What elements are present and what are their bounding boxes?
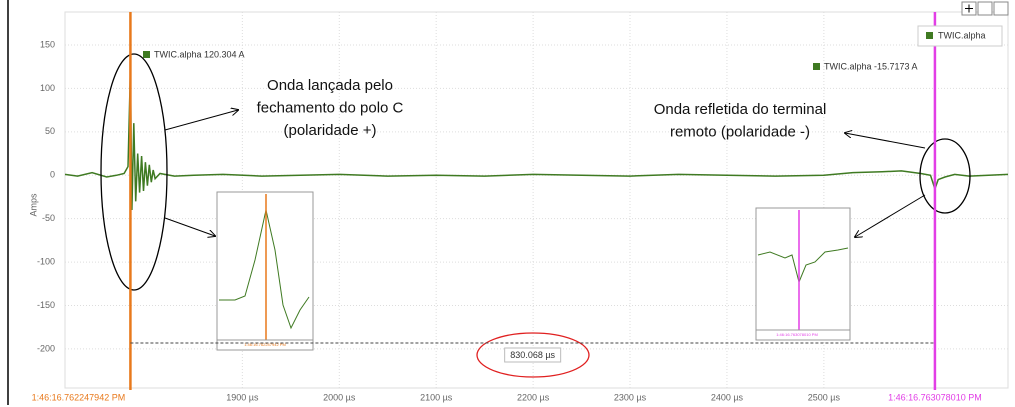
readout-swatch bbox=[143, 51, 150, 58]
x-tick-label: 2400 µs bbox=[711, 392, 744, 402]
inset-right bbox=[755, 207, 851, 341]
arrow bbox=[164, 217, 215, 236]
x-tick-label: 2100 µs bbox=[420, 392, 453, 402]
x-tick-label: 2300 µs bbox=[614, 392, 647, 402]
annotation: (polaridade +) bbox=[284, 122, 377, 139]
marks bbox=[64, 70, 1009, 211]
y-tick-label: -100 bbox=[37, 256, 55, 266]
legend-box bbox=[917, 25, 1003, 47]
delta-box bbox=[504, 347, 562, 363]
cursor-readout: TWIC.alpha -15.7173 A bbox=[824, 61, 918, 71]
arrow bbox=[855, 194, 926, 237]
annotation: fechamento do polo C bbox=[257, 99, 404, 116]
y-tick-label: -150 bbox=[37, 300, 55, 310]
cursor-readout: TWIC.alpha 120.304 A bbox=[154, 49, 245, 59]
x-tick-label: 2500 µs bbox=[808, 392, 841, 402]
highlight-ellipse bbox=[100, 53, 168, 291]
overlay: TWIC.alpha 120.304 A TWIC.alpha -15.7173 … bbox=[129, 12, 1003, 390]
y-axis-label: Amps bbox=[28, 193, 38, 217]
inset-curve bbox=[757, 247, 849, 284]
highlight-ellipse bbox=[919, 138, 971, 214]
x-tick-label: 1900 µs bbox=[226, 392, 259, 402]
y-tick-label: -200 bbox=[37, 343, 55, 353]
cursor-label: 1:46:16.762247942 PM bbox=[32, 392, 126, 402]
arrow bbox=[845, 133, 926, 149]
inset-frame bbox=[755, 207, 851, 341]
inset-label: 1:46:16.763078010 PM bbox=[776, 332, 818, 337]
inset-curve bbox=[219, 209, 310, 330]
x-tick-label: 2000 µs bbox=[323, 392, 356, 402]
delta-ellipse bbox=[476, 332, 590, 378]
annotation: Onda lançada pelo bbox=[267, 77, 393, 94]
y-tick-label: 100 bbox=[40, 83, 55, 93]
plus-icon bbox=[965, 4, 973, 13]
layout-button[interactable] bbox=[977, 1, 993, 16]
annotation: remoto (polaridade -) bbox=[670, 123, 810, 140]
readout-swatch bbox=[813, 63, 820, 70]
inset-left bbox=[216, 191, 314, 351]
legend-label: TWIC.alpha bbox=[938, 30, 986, 40]
inset-frame bbox=[216, 191, 314, 351]
legend-swatch bbox=[926, 32, 933, 39]
stack-button[interactable] bbox=[993, 1, 1009, 16]
y-tick-label: 0 bbox=[50, 170, 55, 180]
inset-label: 1:46:16.762247942 PM bbox=[244, 342, 286, 347]
toolbar bbox=[961, 1, 1009, 16]
annotation: Onda refletida do terminal bbox=[654, 101, 827, 118]
y-tick-label: 50 bbox=[45, 126, 55, 136]
cursor-label: 1:46:16.763078010 PM bbox=[888, 392, 982, 402]
y-tick-label: 150 bbox=[40, 39, 55, 49]
x-tick-label: 2200 µs bbox=[517, 392, 550, 402]
series-line bbox=[64, 70, 1009, 211]
delta-label: 830.068 µs bbox=[510, 350, 555, 360]
arrow bbox=[164, 110, 238, 131]
y-tick-label: -50 bbox=[42, 213, 55, 223]
